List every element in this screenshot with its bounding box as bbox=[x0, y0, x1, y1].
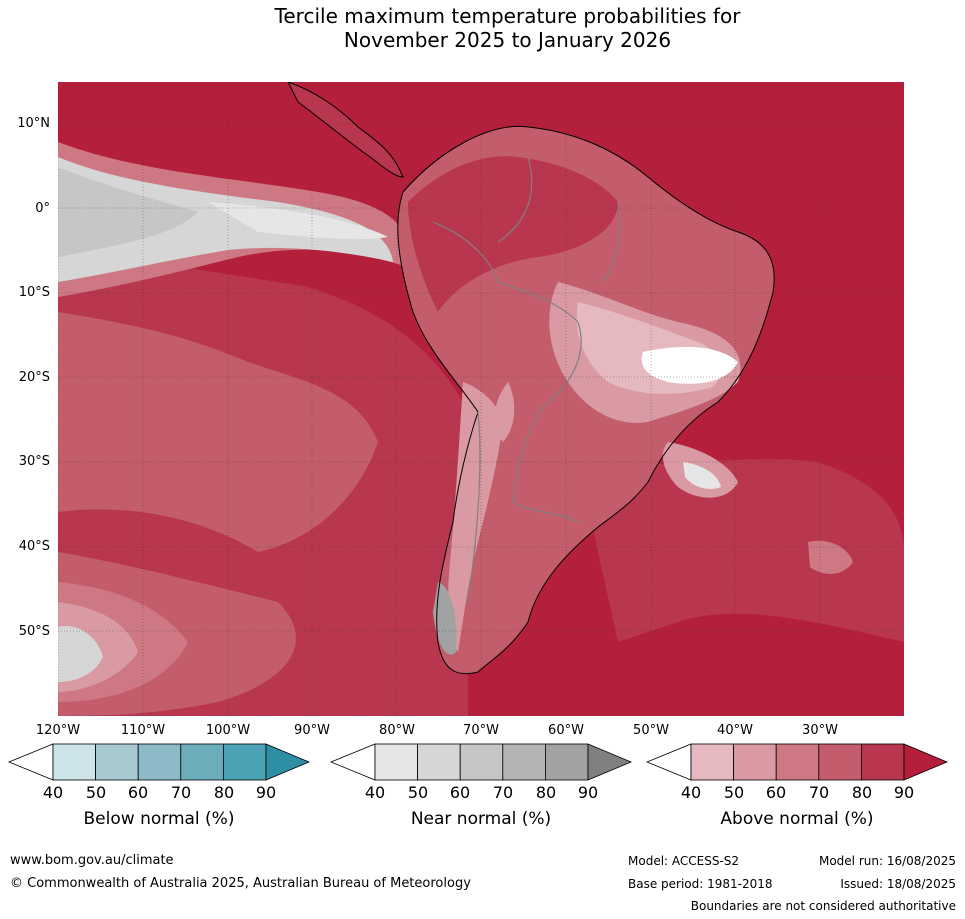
near-normal-zone bbox=[208, 202, 388, 240]
colorbar-above-label: Above normal (%) bbox=[720, 809, 874, 829]
colorbar-tick: 70 bbox=[170, 783, 192, 802]
lon-label-30w: 30°W bbox=[802, 723, 838, 738]
website-link[interactable]: www.bom.gov.au/climate bbox=[10, 853, 174, 868]
colorbar-tick: 70 bbox=[808, 783, 830, 802]
lon-label-100w: 100°W bbox=[205, 723, 251, 738]
colorbar-swatch bbox=[7, 743, 54, 781]
lon-label-70w: 70°W bbox=[463, 723, 499, 738]
colorbar-swatch bbox=[95, 743, 139, 781]
colorbar-tick: 80 bbox=[851, 783, 873, 802]
issued-date: Issued: 18/08/2025 bbox=[840, 877, 956, 891]
colorbar-swatch bbox=[645, 743, 692, 781]
colorbar-swatch bbox=[417, 743, 461, 781]
lat-label-0: 0° bbox=[35, 201, 50, 216]
colorbar-swatch bbox=[775, 743, 820, 781]
near-normal-zone bbox=[433, 582, 457, 655]
title-line-1: Tercile maximum temperature probabilitie… bbox=[274, 4, 741, 28]
model-run-date: Model run: 16/08/2025 bbox=[818, 854, 956, 868]
near-normal-zone bbox=[58, 157, 393, 282]
colorbar-near-label: Near normal (%) bbox=[410, 809, 552, 829]
colorbar-below-label: Below normal (%) bbox=[83, 809, 235, 829]
above-80-zone bbox=[578, 459, 904, 642]
colorbar-tick: 80 bbox=[535, 783, 557, 802]
colorbar-swatch bbox=[222, 743, 267, 781]
colorbar-tick: 50 bbox=[85, 783, 107, 802]
colorbar-swatch bbox=[818, 743, 862, 781]
base-period: Base period: 1981-2018 bbox=[628, 877, 773, 891]
lat-label-30s: 30°S bbox=[18, 454, 50, 469]
title-line-2: November 2025 to January 2026 bbox=[343, 28, 672, 52]
colorbar-swatch bbox=[137, 743, 182, 781]
colorbar-swatch bbox=[374, 743, 418, 781]
colorbar-tick: 90 bbox=[255, 783, 277, 802]
colorbar-near-swatches bbox=[329, 743, 633, 781]
colorbar-tick: 70 bbox=[492, 783, 514, 802]
above-70-zone bbox=[58, 312, 378, 552]
lon-label-50w: 50°W bbox=[633, 723, 669, 738]
copyright-text: © Commonwealth of Australia 2025, Austra… bbox=[10, 876, 471, 891]
near-normal-zone bbox=[683, 462, 721, 489]
near-normal-zone bbox=[58, 626, 103, 682]
colorbar-swatch bbox=[180, 743, 224, 781]
lon-label-40w: 40°W bbox=[717, 723, 753, 738]
colorbar-swatch bbox=[903, 743, 949, 781]
lon-label-120w: 120°W bbox=[35, 723, 81, 738]
colorbar-swatch bbox=[459, 743, 504, 781]
colorbar-tick: 60 bbox=[449, 783, 471, 802]
lat-label-10s: 10°S bbox=[18, 285, 50, 300]
colorbar-swatch bbox=[502, 743, 546, 781]
colorbar-swatch bbox=[733, 743, 777, 781]
above-50-zone bbox=[448, 382, 503, 652]
colorbar-below-normal: 40 50 60 70 80 90 Below normal (%) bbox=[7, 743, 311, 829]
graticule bbox=[58, 82, 904, 716]
colorbar-swatch bbox=[329, 743, 376, 781]
colorbar-near-normal: 40 50 60 70 80 90 Near normal (%) bbox=[329, 743, 633, 829]
lat-label-50s: 50°S bbox=[18, 624, 50, 639]
country-borders bbox=[432, 156, 621, 603]
colorbar-above-swatches bbox=[645, 743, 949, 781]
colorbar-tick: 40 bbox=[680, 783, 702, 802]
colorbar-swatch bbox=[544, 743, 589, 781]
colorbar-swatch bbox=[860, 743, 905, 781]
colorbar-above-normal: 40 50 60 70 80 90 Above normal (%) bbox=[645, 743, 949, 829]
colorbar-below-swatches bbox=[7, 743, 311, 781]
central-america-land bbox=[287, 82, 404, 178]
near-normal-zone bbox=[641, 346, 738, 384]
lon-label-110w: 110°W bbox=[120, 723, 166, 738]
above-60-zone bbox=[808, 540, 853, 574]
lon-label-90w: 90°W bbox=[294, 723, 330, 738]
lat-label-20s: 20°S bbox=[18, 370, 50, 385]
coastline bbox=[397, 125, 775, 675]
lon-label-60w: 60°W bbox=[548, 723, 584, 738]
map-title: Tercile maximum temperature probabilitie… bbox=[0, 4, 965, 52]
colorbar-tick: 50 bbox=[407, 783, 429, 802]
colorbar-tick: 40 bbox=[364, 783, 386, 802]
colorbar-tick: 90 bbox=[577, 783, 599, 802]
colorbar-tick: 50 bbox=[723, 783, 745, 802]
near-normal-zone bbox=[58, 167, 198, 257]
colorbar-tick: 60 bbox=[127, 783, 149, 802]
colorbar-tick: 40 bbox=[42, 783, 64, 802]
colorbar-swatch bbox=[690, 743, 734, 781]
colorbar-swatch bbox=[587, 743, 633, 781]
lat-label-10n: 10°N bbox=[17, 116, 50, 131]
colorbar-tick: 90 bbox=[893, 783, 915, 802]
colorbar-tick: 80 bbox=[213, 783, 235, 802]
above-80-zone bbox=[408, 156, 618, 312]
colorbar-swatch bbox=[52, 743, 96, 781]
colorbar-swatch bbox=[265, 743, 311, 781]
lat-label-40s: 40°S bbox=[18, 539, 50, 554]
colorbar-tick: 60 bbox=[765, 783, 787, 802]
lon-label-80w: 80°W bbox=[379, 723, 415, 738]
model-name: Model: ACCESS-S2 bbox=[628, 854, 740, 868]
probability-map bbox=[58, 82, 904, 716]
boundary-disclaimer: Boundaries are not considered authoritat… bbox=[690, 899, 956, 913]
